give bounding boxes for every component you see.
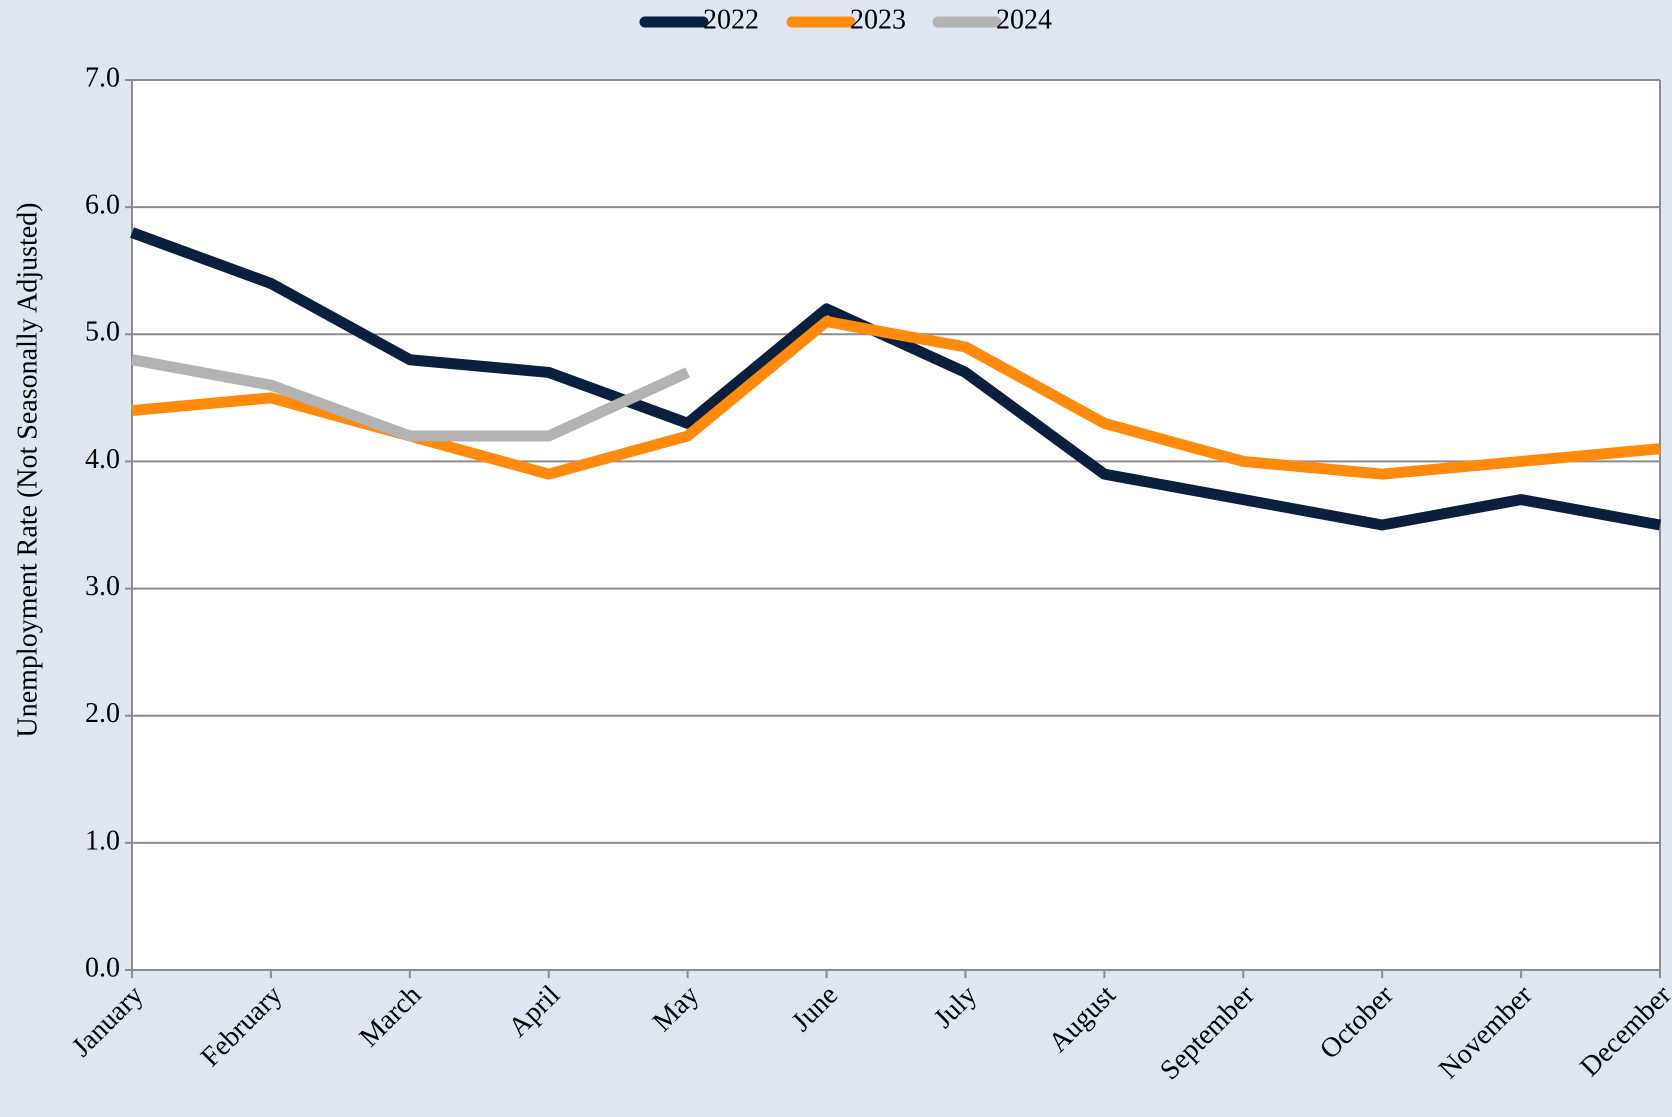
x-tick-label: June — [786, 980, 844, 1038]
x-tick-label: January — [66, 980, 149, 1063]
y-axis-label: Unemployment Rate (Not Seasonally Adjust… — [12, 202, 43, 737]
x-tick-label: April — [503, 979, 567, 1043]
x-tick-label: December — [1574, 979, 1672, 1083]
y-tick-label: 0.0 — [85, 952, 120, 983]
y-tick-label: 4.0 — [85, 444, 120, 475]
x-tick-label: November — [1433, 979, 1539, 1085]
series-line — [131, 354, 690, 442]
x-tick-label: May — [647, 980, 705, 1038]
y-tick-label: 2.0 — [85, 698, 120, 729]
x-tick-label: March — [354, 980, 428, 1054]
x-tick-label: July — [928, 980, 983, 1035]
y-tick-label: 5.0 — [85, 317, 120, 348]
x-tick-label: October — [1314, 979, 1400, 1065]
series-line — [130, 227, 1661, 531]
legend-label: 2023 — [850, 4, 906, 35]
legend-label: 2022 — [703, 4, 759, 35]
x-tick-label: February — [195, 980, 288, 1073]
y-tick-label: 6.0 — [85, 190, 120, 221]
x-tick-label: August — [1043, 979, 1122, 1058]
y-tick-label: 1.0 — [85, 825, 120, 856]
x-tick-label: September — [1154, 979, 1261, 1086]
y-tick-label: 7.0 — [85, 62, 120, 93]
plot-area — [132, 80, 1660, 970]
y-tick-label: 3.0 — [85, 571, 120, 602]
legend-label: 2024 — [996, 4, 1052, 35]
